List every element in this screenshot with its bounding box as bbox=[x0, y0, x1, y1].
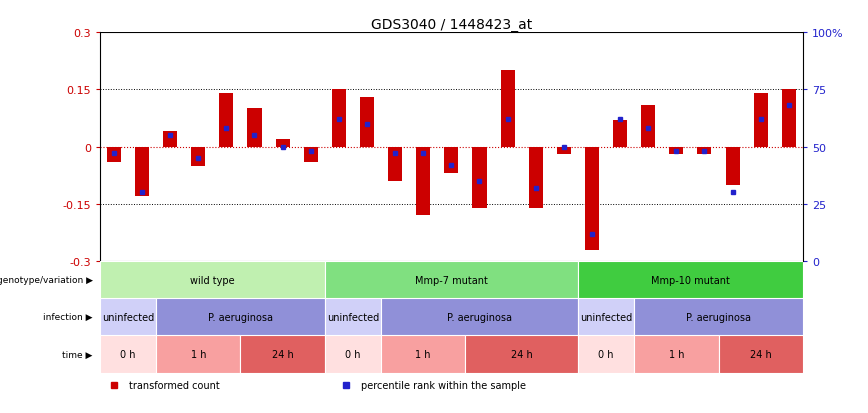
Text: Mmp-10 mutant: Mmp-10 mutant bbox=[651, 275, 730, 285]
Text: 24 h: 24 h bbox=[510, 349, 533, 359]
Bar bbox=[388, 147, 402, 181]
Bar bbox=[635, 336, 719, 373]
Text: genotype/variation ▶: genotype/variation ▶ bbox=[0, 275, 93, 285]
Bar bbox=[585, 147, 599, 250]
Text: infection ▶: infection ▶ bbox=[43, 313, 93, 322]
Bar bbox=[719, 336, 803, 373]
Bar bbox=[698, 147, 712, 155]
Bar bbox=[100, 336, 156, 373]
Bar bbox=[501, 71, 515, 147]
Bar bbox=[557, 147, 571, 155]
Bar bbox=[107, 147, 121, 162]
Text: 24 h: 24 h bbox=[272, 349, 293, 359]
Bar bbox=[381, 299, 578, 336]
Text: P. aeruginosa: P. aeruginosa bbox=[447, 312, 512, 322]
Bar bbox=[163, 132, 177, 147]
Bar bbox=[381, 336, 465, 373]
Bar bbox=[135, 147, 149, 197]
Text: Mmp-7 mutant: Mmp-7 mutant bbox=[415, 275, 488, 285]
Bar bbox=[247, 109, 261, 147]
Bar bbox=[613, 121, 627, 147]
Title: GDS3040 / 1448423_at: GDS3040 / 1448423_at bbox=[371, 18, 532, 32]
Bar bbox=[578, 299, 635, 336]
Bar bbox=[635, 299, 803, 336]
Bar bbox=[220, 94, 233, 147]
Bar bbox=[325, 299, 381, 336]
Bar bbox=[240, 336, 325, 373]
Text: 1 h: 1 h bbox=[190, 349, 206, 359]
Bar bbox=[325, 336, 381, 373]
Text: 24 h: 24 h bbox=[750, 349, 772, 359]
Text: transformed count: transformed count bbox=[129, 380, 220, 390]
Bar bbox=[578, 261, 803, 299]
Text: 0 h: 0 h bbox=[120, 349, 135, 359]
Bar bbox=[669, 147, 683, 155]
Bar bbox=[325, 261, 578, 299]
Bar bbox=[100, 299, 156, 336]
Text: time ▶: time ▶ bbox=[62, 350, 93, 358]
Bar bbox=[156, 299, 325, 336]
Bar bbox=[753, 94, 768, 147]
Bar bbox=[332, 90, 345, 147]
Text: 0 h: 0 h bbox=[598, 349, 614, 359]
Text: 1 h: 1 h bbox=[416, 349, 431, 359]
Bar bbox=[578, 336, 635, 373]
Bar bbox=[641, 105, 655, 147]
Text: uninfected: uninfected bbox=[102, 312, 154, 322]
Bar bbox=[726, 147, 740, 185]
Bar bbox=[100, 261, 325, 299]
Text: uninfected: uninfected bbox=[327, 312, 379, 322]
Bar bbox=[782, 90, 796, 147]
Bar bbox=[276, 140, 290, 147]
Text: percentile rank within the sample: percentile rank within the sample bbox=[361, 380, 526, 390]
Bar bbox=[472, 147, 486, 208]
Bar bbox=[304, 147, 318, 162]
Bar bbox=[465, 336, 578, 373]
Bar bbox=[417, 147, 431, 216]
Bar bbox=[529, 147, 542, 208]
Bar bbox=[360, 98, 374, 147]
Text: P. aeruginosa: P. aeruginosa bbox=[208, 312, 273, 322]
Text: uninfected: uninfected bbox=[580, 312, 632, 322]
Bar bbox=[191, 147, 206, 166]
Text: 1 h: 1 h bbox=[668, 349, 684, 359]
Text: P. aeruginosa: P. aeruginosa bbox=[686, 312, 751, 322]
Text: wild type: wild type bbox=[190, 275, 234, 285]
Bar bbox=[444, 147, 458, 174]
Text: 0 h: 0 h bbox=[345, 349, 361, 359]
Bar bbox=[156, 336, 240, 373]
